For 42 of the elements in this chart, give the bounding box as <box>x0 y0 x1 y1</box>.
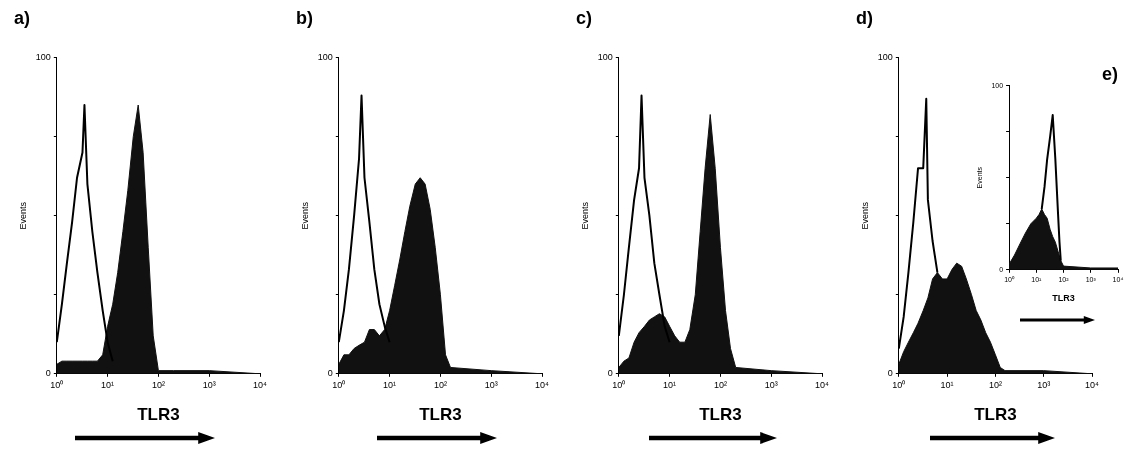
chart-title: d) <box>856 7 873 28</box>
chart-title: e) <box>1101 63 1118 84</box>
x-tick-label: 10⁴ <box>1085 379 1100 390</box>
x-axis-title: TLR3 <box>137 405 180 425</box>
y-tick-label: 0 <box>887 368 893 379</box>
x-axis-title: TLR3 <box>699 405 742 425</box>
chart-title: c) <box>576 7 593 28</box>
y-axis-title: Events <box>859 201 870 230</box>
y-axis-title: Events <box>579 201 590 230</box>
y-tick-label: 100 <box>877 52 893 63</box>
x-axis-title: TLR3 <box>974 405 1017 425</box>
y-tick-label: 0 <box>607 368 613 379</box>
x-tick-label: 10³ <box>1037 379 1051 390</box>
chart-title: a) <box>14 7 31 28</box>
x-tick-label: 10² <box>151 379 165 390</box>
x-tick-label: 10⁰ <box>612 379 626 390</box>
y-axis-title: Events <box>17 201 28 230</box>
y-tick-label: 0 <box>45 368 51 379</box>
x-axis-title: TLR3 <box>1052 293 1075 304</box>
y-tick-label: 0 <box>327 368 333 379</box>
x-tick-label: 10¹ <box>940 379 954 390</box>
chart-title: b) <box>296 7 313 28</box>
x-tick-label: 10⁴ <box>253 379 268 390</box>
x-tick-label: 10² <box>713 379 727 390</box>
x-tick-label: 10⁰ <box>332 379 346 390</box>
x-tick-label: 10³ <box>484 379 498 390</box>
x-tick-label: 10² <box>433 379 447 390</box>
y-tick-label: 100 <box>597 52 613 63</box>
y-tick-label: 100 <box>317 52 333 63</box>
x-tick-label: 10⁴ <box>815 379 830 390</box>
x-tick-label: 10³ <box>764 379 778 390</box>
x-axis-title: TLR3 <box>419 405 462 425</box>
x-tick-label: 10² <box>988 379 1002 390</box>
x-tick-label: 10⁰ <box>50 379 64 390</box>
x-tick-label: 10¹ <box>383 379 397 390</box>
x-tick-label: 10⁴ <box>535 379 550 390</box>
x-tick-label: 10⁰ <box>892 379 906 390</box>
x-tick-label: 10¹ <box>663 379 677 390</box>
x-tick-label: 10³ <box>202 379 216 390</box>
x-tick-label: 10¹ <box>101 379 115 390</box>
y-axis-title: Events <box>299 201 310 230</box>
y-tick-label: 100 <box>35 52 51 63</box>
